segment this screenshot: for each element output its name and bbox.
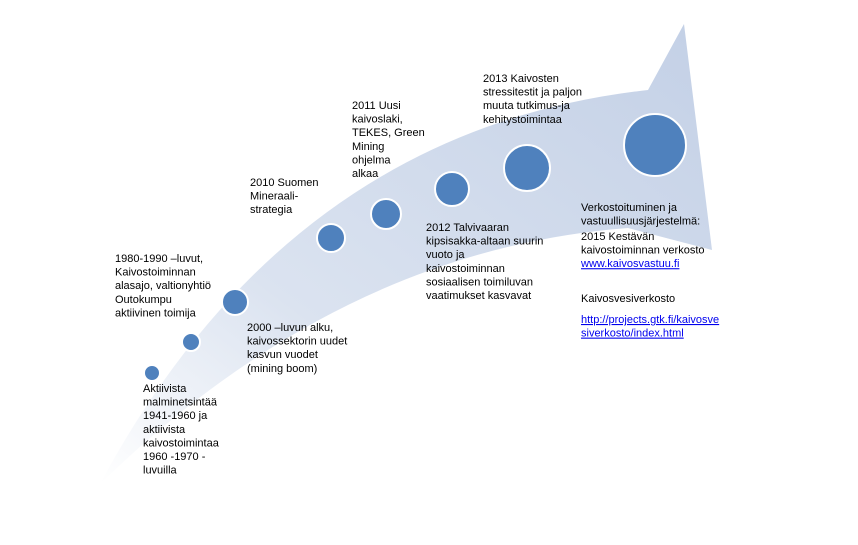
- event-text: (mining boom): [247, 363, 317, 375]
- event-text: stressitestit ja paljon: [483, 87, 582, 99]
- network-heading: vastuullisuusjärjestelmä:: [581, 216, 700, 228]
- event-text: alasajo, valtionyhtiö: [115, 280, 211, 292]
- milestones: [143, 113, 687, 382]
- event-text: Mining: [352, 141, 384, 153]
- event-text: Mineraali-: [250, 191, 299, 203]
- event-text: strategia: [250, 204, 293, 216]
- event-text: 2013 Kaivosten: [483, 73, 559, 85]
- event-text: kipsisakka-altaan suurin: [426, 236, 543, 248]
- event-text: TEKES, Green: [352, 127, 425, 139]
- event-text: 2010 Suomen: [250, 177, 319, 189]
- event-text: sosiaalisen toimiluvan: [426, 276, 533, 288]
- event-text: 1980-1990 –luvut,: [115, 253, 203, 265]
- event-text: vuoto ja: [426, 249, 465, 261]
- milestone-dot: [221, 288, 249, 316]
- event-text: kasvun vuodet: [247, 349, 318, 361]
- event-text: 2000 –luvun alku,: [247, 322, 333, 334]
- milestone-dot: [623, 113, 687, 177]
- network-name: Kaivosvesiverkosto: [581, 293, 675, 305]
- event-text: malminetsintää: [143, 397, 218, 409]
- event-text: alkaa: [352, 168, 379, 180]
- event-text: aktiivinen toimija: [115, 307, 197, 319]
- event-text: kaivostoiminnan: [426, 263, 505, 275]
- event-text: luvuilla: [143, 465, 178, 477]
- network-name: kaivostoiminnan verkosto: [581, 245, 705, 257]
- event-text: aktiivista: [143, 424, 186, 436]
- network-link[interactable]: www.kaivosvastuu.fi: [580, 258, 679, 270]
- event-text: Aktiivista: [143, 383, 187, 395]
- event-text: Outokumpu: [115, 294, 172, 306]
- network-heading: Verkostoituminen ja: [581, 202, 678, 214]
- milestone-dot: [143, 364, 161, 382]
- event-text: vaatimukset kasvavat: [426, 290, 531, 302]
- network-link[interactable]: http://projects.gtk.fi/kaivosve: [581, 314, 719, 326]
- milestone-dot: [503, 144, 551, 192]
- event-text: kaivostoimintaa: [143, 437, 220, 449]
- milestone-dot: [316, 223, 346, 253]
- event-text: 2012 Talvivaaran: [426, 222, 509, 234]
- event-text: kaivossektorin uudet: [247, 336, 347, 348]
- milestone-dot: [434, 171, 470, 207]
- milestone-dot: [181, 332, 201, 352]
- event-text: kaivoslaki,: [352, 114, 403, 126]
- event-text: 1941-1960 ja: [143, 410, 208, 422]
- arrow: [100, 24, 712, 484]
- network-link[interactable]: siverkosto/index.html: [581, 328, 684, 340]
- event-text: 1960 -1970 -: [143, 451, 206, 463]
- event-text: 2011 Uusi: [352, 100, 401, 112]
- milestone-dot: [370, 198, 402, 230]
- network-name: 2015 Kestävän: [581, 231, 654, 243]
- event-text: ohjelma: [352, 154, 391, 166]
- event-text: muuta tutkimus-ja: [483, 100, 571, 112]
- event-text: kehitystoimintaa: [483, 114, 563, 126]
- event-text: Kaivostoiminnan: [115, 267, 196, 279]
